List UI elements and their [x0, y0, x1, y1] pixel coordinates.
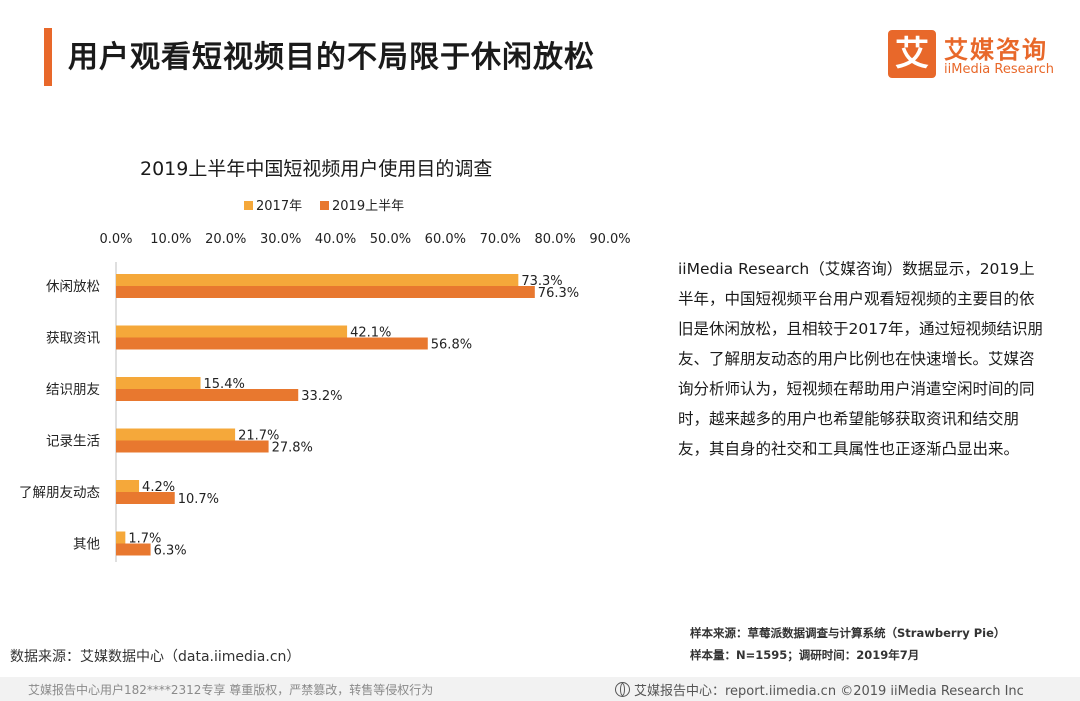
x-tick-label: 70.0% [480, 232, 521, 247]
data-label: 56.8% [431, 338, 472, 353]
data-label: 73.3% [521, 274, 562, 289]
data-source: 数据来源：艾媒数据中心（data.iimedia.cn） [10, 649, 301, 665]
brand-logo: 艾 艾媒咨询 iiMedia Research [888, 30, 1063, 80]
x-tick-label: 50.0% [370, 232, 411, 247]
description-text: iiMedia Research（艾媒咨询）数据显示，2019上半年，中国短视频… [678, 260, 1043, 458]
data-label: 42.1% [350, 326, 391, 341]
logo-text-en: iiMedia Research [944, 62, 1055, 77]
bar-0 [116, 274, 519, 286]
category-label: 其他 [73, 537, 100, 553]
bar-0 [116, 325, 348, 338]
legend-swatch-0 [244, 201, 253, 210]
logo-mark-icon: 艾 [888, 30, 936, 78]
bar-0 [116, 480, 140, 492]
bar-1 [116, 337, 428, 350]
data-label: 6.3% [154, 544, 187, 559]
legend-label-0: 2017年 [256, 199, 302, 214]
sample-source: 样本来源：草莓派数据调查与计算系统（Strawberry Pie） [690, 626, 1006, 640]
legend-swatch-1 [320, 201, 329, 210]
category-label: 了解朋友动态 [19, 485, 100, 501]
data-label: 1.7% [128, 532, 161, 547]
data-label: 10.7% [178, 492, 219, 507]
footer-bar: 艾媒报告中心用户182****2312专享 尊重版权，严禁篡改，转售等侵权行为 … [0, 677, 1080, 701]
category-label: 休闲放松 [46, 279, 100, 295]
bar-1 [116, 543, 151, 556]
x-tick-label: 30.0% [260, 232, 301, 247]
data-label: 15.4% [204, 377, 245, 392]
sample-info: 样本来源：草莓派数据调查与计算系统（Strawberry Pie） 样本量：N=… [690, 622, 1005, 666]
bar-0 [116, 531, 126, 544]
title-accent-bar [44, 28, 52, 86]
bar-chart: 2017年 2019上半年 0.0% 10.0% 20.0% 30.0% 40.0% 50.0… [19, 199, 631, 562]
footer-right-text: 艾媒报告中心：report.iimedia.cn ©2019 iiMedia R… [634, 684, 1024, 699]
bar-1 [116, 389, 299, 401]
globe-icon [615, 682, 630, 697]
x-tick-label: 60.0% [425, 232, 466, 247]
bar-0 [116, 428, 236, 441]
data-label: 76.3% [538, 286, 579, 301]
x-tick-label: 90.0% [589, 232, 630, 247]
logo-text-cn: 艾媒咨询 [944, 36, 1048, 64]
chart-title: 2019上半年中国短视频用户使用目的调查 [140, 158, 493, 180]
x-tick-label: 20.0% [205, 232, 246, 247]
x-tick-label: 80.0% [534, 232, 575, 247]
data-label: 21.7% [238, 429, 279, 444]
legend-label-1: 2019上半年 [332, 199, 404, 214]
category-label: 获取资讯 [46, 331, 100, 347]
x-tick-label: 0.0% [99, 232, 132, 247]
copyright-notice: 艾媒报告中心用户182****2312专享 尊重版权，严禁篡改，转售等侵权行为 [28, 683, 434, 697]
sample-size: 样本量：N=1595；调研时间：2019年7月 [690, 648, 920, 662]
data-label: 33.2% [301, 389, 342, 404]
x-tick-label: 10.0% [150, 232, 191, 247]
bar-1 [116, 286, 535, 298]
bar-1 [116, 492, 175, 504]
data-label: 4.2% [142, 480, 175, 495]
bar-1 [116, 440, 269, 453]
data-label: 27.8% [272, 441, 313, 456]
page-title: 用户观看短视频目的不局限于休闲放松 [68, 40, 595, 75]
category-label: 结识朋友 [46, 382, 100, 398]
footer-report-link: 艾媒报告中心：report.iimedia.cn ©2019 iiMedia R… [615, 680, 1024, 699]
category-label: 记录生活 [46, 434, 100, 450]
x-tick-label: 40.0% [315, 232, 356, 247]
bar-0 [116, 377, 201, 389]
